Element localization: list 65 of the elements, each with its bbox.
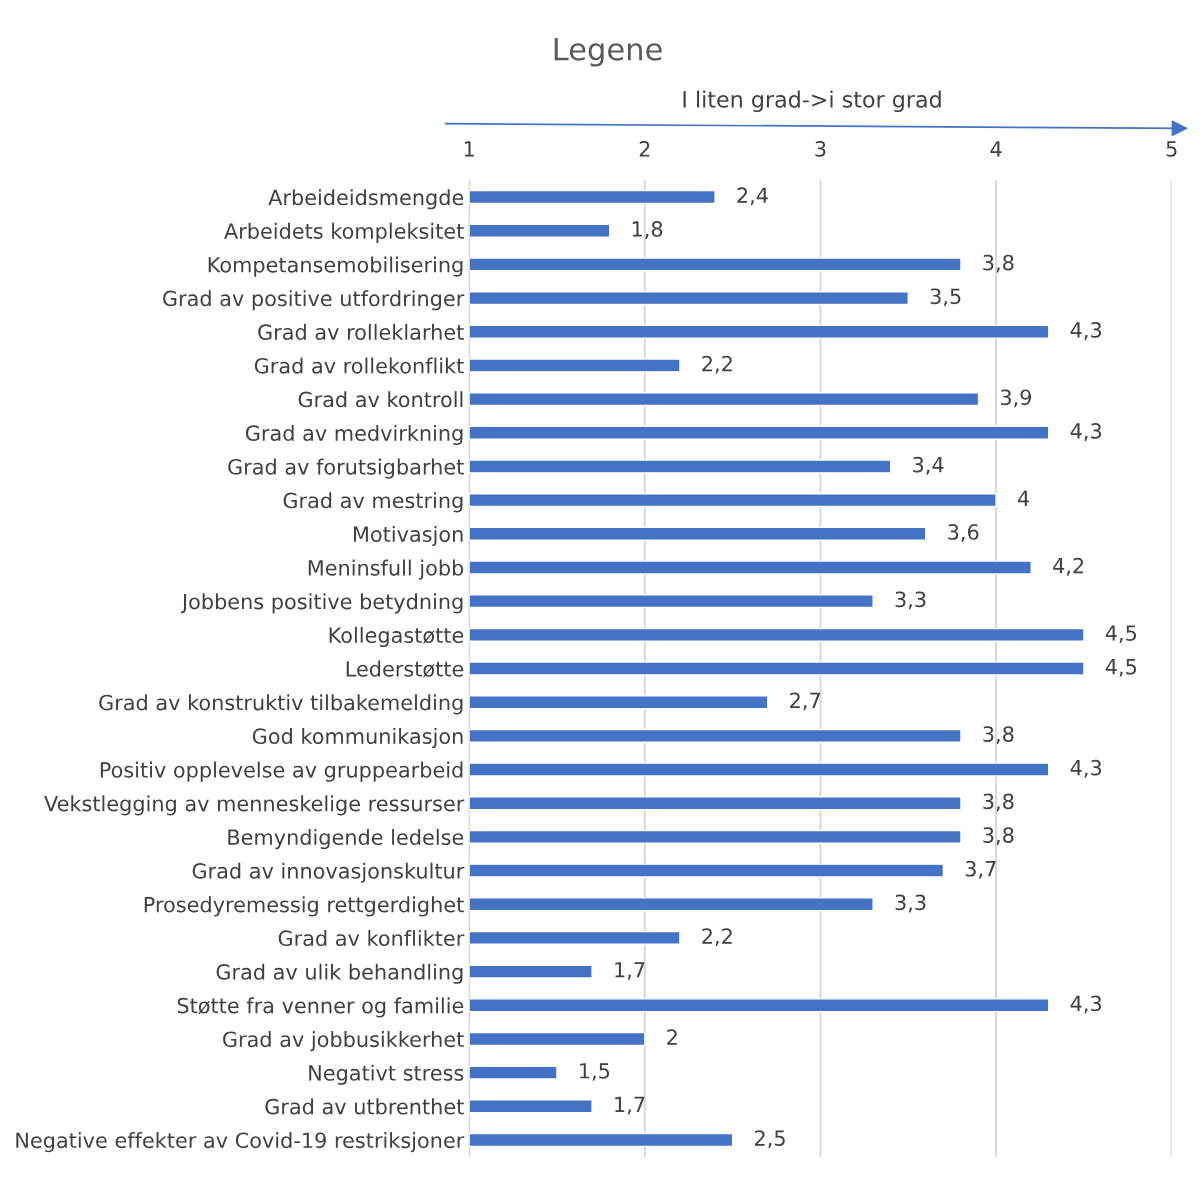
data-label: 3,4 (913, 456, 944, 475)
y-tick-label: Grad av mestring (283, 492, 463, 513)
data-label: 2 (667, 1029, 677, 1045)
y-tick-label: Grad av jobbusikkerhet (223, 1031, 464, 1052)
data-label: 3,3 (895, 894, 926, 913)
y-tick-label: Grad av konflikter (278, 930, 465, 947)
y-tick-label: Bemyndigende ledelse (228, 828, 464, 850)
y-tick-label: God kommunikasjon (252, 727, 463, 749)
data-label: 4 (1017, 490, 1029, 506)
data-label: 3,8 (983, 726, 1014, 745)
data-label: 3,5 (930, 288, 961, 307)
data-label: 4,3 (1070, 759, 1102, 778)
data-label: 2,7 (790, 692, 820, 711)
x-tick-label: 5 (1166, 141, 1177, 157)
y-tick-label: Positiv opplevelse av gruppearbeid (100, 761, 463, 782)
data-label: 4,5 (1105, 659, 1137, 677)
data-label: 4,3 (1070, 995, 1102, 1014)
y-tick-label: Grad av kontroll (298, 391, 463, 408)
y-tick-label: Kollegastøtte (329, 626, 464, 648)
y-tick-label: Grad av positive utfordringer (163, 290, 465, 311)
data-label: 3,8 (983, 827, 1014, 846)
data-label: 4,2 (1053, 557, 1084, 576)
data-label: 1,8 (632, 221, 663, 239)
y-tick-label: Meninsfull jobb (308, 559, 464, 580)
text: I liten grad->i stor grad (683, 90, 941, 113)
x-tick-label: 2 (639, 140, 650, 157)
x-tick-label: 4 (990, 141, 1002, 157)
y-tick-label: Grad av innovasjonskultur (192, 862, 465, 883)
y-tick-label: Grad av utbrenthet (265, 1098, 464, 1115)
data-label: 3,7 (965, 860, 996, 879)
y-tick-label: Negativt stress (309, 1064, 464, 1085)
y-tick-label: Negative effekter av Covid-19 restriksjoner (16, 1132, 465, 1153)
data-label: 3,8 (983, 254, 1014, 273)
data-label: 4,5 (1105, 625, 1137, 644)
y-tick-label: Grad av ulik behandling (216, 963, 463, 984)
data-label: 4,3 (1070, 423, 1102, 441)
data-label: 1,7 (615, 962, 645, 980)
y-tick-label: Grad av rollekonflikt (254, 357, 464, 374)
data-label: 2,5 (754, 1130, 785, 1149)
y-tick-label: Kompetansemobilisering (208, 256, 463, 277)
y-tick-label: Grad av forutsigbarhet (228, 458, 464, 479)
y-tick-label: Motivasjon (353, 525, 463, 547)
data-label: 1,5 (580, 1063, 610, 1081)
y-tick-label: Grad av medvirkning (245, 424, 463, 446)
data-label: 2,2 (702, 928, 732, 947)
data-label: 3,8 (983, 793, 1014, 812)
x-tick-label: 3 (815, 140, 826, 157)
chart-title: Legene (554, 37, 662, 67)
y-tick-label: Arbeidets kompleksitet (224, 222, 464, 243)
y-tick-label: Grad av konstruktiv tilbakemelding (99, 694, 463, 715)
data-label: 1,7 (615, 1096, 645, 1115)
y-tick-label: Arbeideidsmengde (268, 189, 464, 210)
y-tick-label: Støtte fra venner og familie (177, 997, 464, 1018)
x-tick-label: 1 (464, 141, 474, 157)
data-label: 3,6 (948, 524, 979, 542)
y-tick-label: Lederstøtte (346, 660, 464, 678)
data-label: 2,4 (737, 187, 768, 206)
data-label: 4,3 (1070, 322, 1102, 340)
data-label: 2,2 (702, 355, 732, 374)
y-tick-label: Grad av rolleklarhet (258, 323, 464, 340)
data-label: 3,3 (895, 591, 926, 610)
y-tick-label: Jobbens positive betydning (180, 593, 463, 614)
y-tick-label: Vekstlegging av menneskelige ressurser (44, 795, 465, 816)
data-label: 3,9 (1000, 389, 1032, 408)
y-tick-label: Prosedyremessig rettgerdighet (144, 896, 464, 917)
